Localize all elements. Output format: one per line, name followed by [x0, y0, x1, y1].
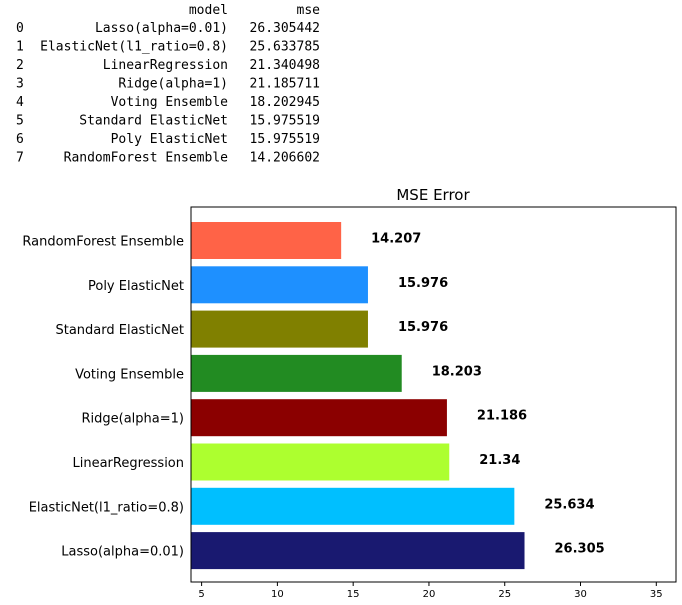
category-label: Ridge(alpha=1)	[82, 412, 185, 427]
table-row-index: 5	[16, 114, 24, 129]
table-cell-model: ElasticNet(l1_ratio=0.8)	[40, 40, 228, 55]
column-header-model: model	[189, 3, 228, 18]
plot-frame	[190, 206, 677, 583]
category-label: LinearRegression	[72, 456, 184, 471]
table-body: 0 Lasso(alpha=0.01) 26.305442 1 ElasticNet(l…	[16, 21, 320, 166]
bar	[191, 354, 402, 392]
category-label: RandomForest Ensemble	[22, 235, 184, 250]
data-label: 26.305	[555, 542, 605, 557]
bar	[191, 487, 515, 525]
x-tick-label: 30	[574, 589, 587, 600]
data-label: 21.34	[479, 453, 520, 468]
x-tick-label: 25	[498, 589, 511, 600]
table-cell-mse: 26.305442	[250, 21, 320, 36]
data-label: 14.207	[371, 232, 421, 247]
bar-group: RandomForest Ensemble 14.207 Poly ElasticN…	[22, 222, 605, 570]
x-tick-label: 15	[347, 589, 360, 600]
data-label: 21.186	[477, 409, 527, 424]
table-row-index: 2	[16, 58, 24, 73]
category-label: Voting Ensemble	[75, 367, 184, 382]
table-cell-mse: 21.340498	[250, 58, 320, 73]
data-label: 15.976	[398, 276, 448, 291]
table-cell-model: LinearRegression	[103, 58, 228, 73]
data-label: 15.976	[398, 320, 448, 335]
bar	[191, 266, 368, 304]
x-tick-label: 10	[271, 589, 284, 600]
table-cell-mse: 15.975519	[250, 114, 320, 129]
table-cell-mse: 21.185711	[250, 77, 320, 92]
bar	[191, 443, 450, 481]
bar	[191, 222, 342, 259]
table-cell-model: Poly ElasticNet	[111, 132, 228, 147]
table-row-index: 7	[16, 151, 24, 166]
dataframe-table: model mse 0 Lasso(alpha=0.01) 26.305442 1 El…	[16, 3, 321, 166]
chart-title: MSE Error	[396, 186, 470, 204]
x-tick-label: 20	[423, 589, 436, 600]
category-label: Poly ElasticNet	[88, 279, 184, 294]
table-cell-mse: 14.206602	[250, 151, 320, 166]
table-cell-model: Voting Ensemble	[111, 95, 229, 110]
category-label: ElasticNet(l1_ratio=0.8)	[29, 500, 184, 515]
table-cell-mse: 25.633785	[250, 40, 320, 55]
x-tick-label: 5	[198, 589, 204, 600]
table-row-index: 1	[16, 40, 24, 55]
column-header-mse: mse	[297, 3, 321, 18]
table-cell-mse: 18.202945	[250, 95, 320, 110]
bar	[191, 532, 525, 570]
table-row-index: 0	[16, 21, 24, 36]
x-tick-label: 35	[650, 589, 663, 600]
table-cell-model: Lasso(alpha=0.01)	[95, 21, 228, 36]
bar	[191, 310, 368, 348]
data-label: 18.203	[432, 364, 482, 379]
table-cell-mse: 15.975519	[250, 132, 320, 147]
x-axis: 5 10 15 20 25 30 35	[198, 582, 663, 600]
category-label: Standard ElasticNet	[55, 323, 184, 338]
table-row-index: 6	[16, 132, 24, 147]
bar	[191, 399, 447, 437]
table-cell-model: Standard ElasticNet	[79, 114, 228, 129]
table-cell-model: RandomForest Ensemble	[64, 151, 229, 166]
category-label: Lasso(alpha=0.01)	[61, 545, 184, 560]
table-cell-model: Ridge(alpha=1)	[118, 77, 228, 92]
mse-bar-chart: MSE Error RandomForest Ensemble 14.207 Pol…	[22, 186, 677, 600]
data-label: 25.634	[544, 497, 594, 512]
table-row-index: 3	[16, 77, 24, 92]
table-row-index: 4	[16, 95, 24, 110]
